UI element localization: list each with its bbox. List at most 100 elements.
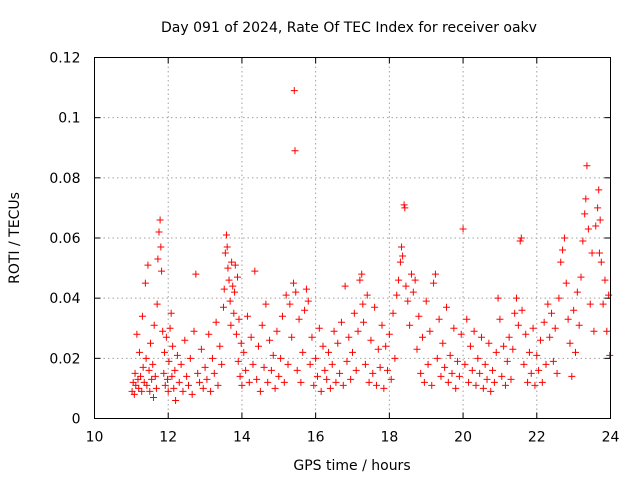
data-point [452,384,460,392]
data-point [371,303,379,311]
data-point [579,237,587,245]
data-point [325,348,333,356]
data-point [205,330,213,338]
data-point [249,360,257,368]
data-point [468,366,476,374]
data-point [369,369,377,377]
data-point [549,357,557,365]
data-point [581,210,589,218]
data-point [132,381,140,389]
data-point [156,216,164,224]
data-point [336,369,344,377]
data-point [431,270,439,278]
data-point [232,330,240,338]
x-tick-label: 20 [454,430,472,446]
x-tick-label: 24 [602,430,620,446]
data-point [507,375,515,383]
data-point [450,324,458,332]
data-point [236,372,244,380]
data-point [154,255,162,263]
data-point [350,309,358,317]
data-point [514,321,522,329]
data-point [478,333,485,341]
data-point [380,384,388,392]
data-point [334,339,342,347]
data-point [359,300,367,308]
data-point [218,360,226,368]
data-point [472,381,480,389]
data-point [210,369,218,377]
data-point [428,381,436,389]
data-point [516,237,524,245]
data-point [165,357,173,365]
data-point [192,270,200,278]
data-point [308,333,316,341]
data-point [234,273,242,281]
data-point [253,375,261,383]
data-point [170,384,178,392]
data-point [150,321,158,329]
data-point [511,309,519,317]
data-point [256,387,264,395]
x-tick-label: 22 [528,430,546,446]
data-point [221,249,229,257]
data-point [360,318,368,326]
data-point [163,375,171,383]
data-point [441,363,449,371]
data-point [399,252,407,260]
y-tick-label: 0.06 [49,231,80,247]
data-point [330,327,338,335]
data-point [148,375,156,383]
data-point [317,387,325,395]
data-point [479,384,487,392]
data-point [466,342,474,350]
data-point [586,300,594,308]
data-point [295,315,303,323]
data-point [238,381,246,389]
data-point [149,360,157,368]
data-point [494,294,502,302]
data-point [446,351,454,359]
y-axis-tick-labels: 0 0.02 0.04 0.06 0.08 0.1 0.12 [49,51,80,428]
data-point [207,387,215,395]
data-point [422,297,430,305]
data-point [315,324,323,332]
data-point [372,381,380,389]
data-point [592,222,600,230]
data-point [407,270,415,278]
data-point [212,318,220,326]
data-point [186,354,194,362]
data-point [242,366,250,374]
data-point [216,342,224,350]
data-point [280,378,288,386]
data-point [301,306,309,314]
data-point [230,309,238,317]
data-point [310,381,318,389]
data-point [505,333,513,341]
data-point [582,195,590,203]
data-point [142,354,150,362]
data-point [553,369,561,377]
data-point [291,147,299,155]
y-tick-label: 0.1 [58,111,80,127]
data-point [260,363,268,371]
data-point [162,333,170,341]
data-point [133,330,141,338]
data-point [290,279,298,287]
data-point [517,234,525,242]
data-point [527,369,535,377]
data-point [319,342,327,350]
data-point [374,345,382,353]
y-tick-label: 0.02 [49,351,80,367]
data-point [145,366,153,374]
data-point [234,357,242,365]
x-tick-label: 16 [307,430,325,446]
data-point [130,390,138,398]
data-point [356,276,364,284]
data-point [396,258,404,266]
data-point [177,360,185,368]
data-point [485,339,493,347]
data-point [235,315,243,323]
data-point [147,339,155,347]
data-point [297,378,305,386]
